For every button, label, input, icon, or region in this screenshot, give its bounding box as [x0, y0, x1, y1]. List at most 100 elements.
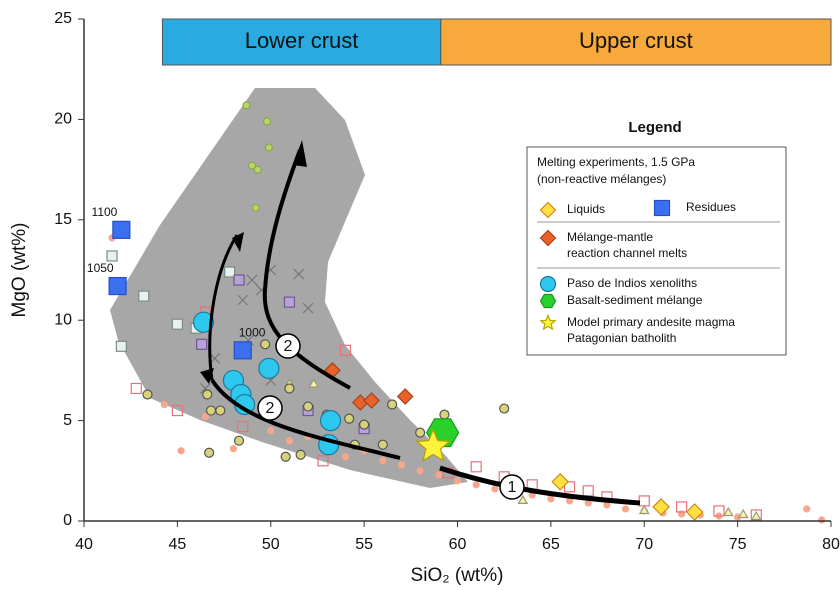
point: [171, 404, 183, 417]
arrow-head: [200, 368, 214, 384]
arrow: [208, 234, 239, 381]
point: [204, 447, 215, 458]
point: [293, 268, 305, 280]
point: [341, 453, 350, 461]
point: [262, 117, 272, 126]
point: [260, 339, 271, 350]
point: [818, 516, 826, 524]
point: [308, 378, 320, 388]
point: [237, 421, 249, 433]
point: [112, 220, 131, 239]
point: [499, 403, 510, 414]
point: [339, 344, 352, 356]
x-axis-label: SiO₂ (wt%): [411, 565, 504, 586]
point: [233, 435, 245, 446]
point: [750, 510, 762, 521]
annotation: 2: [266, 400, 275, 417]
point: [415, 427, 426, 438]
point-label: 1100: [92, 205, 118, 219]
point: [242, 101, 251, 110]
point: [415, 428, 451, 462]
point: [108, 276, 127, 296]
point: [397, 461, 406, 469]
annotation-circle: [257, 395, 283, 421]
point: [491, 485, 499, 493]
legend-label: reaction channel melts: [567, 246, 687, 260]
point: [215, 405, 226, 416]
region-label: Lower crust: [245, 28, 359, 53]
point: [675, 501, 688, 513]
point: [363, 392, 380, 409]
point: [582, 485, 594, 497]
point: [233, 274, 245, 286]
annotation-circle: [275, 333, 301, 359]
point: [435, 471, 443, 479]
point: [722, 506, 734, 517]
point: [379, 457, 387, 465]
legend-label: Mélange-mantle: [567, 230, 653, 244]
arrow: [262, 149, 351, 390]
point: [115, 340, 127, 352]
point-label: 1050: [87, 261, 114, 275]
point: [264, 143, 273, 152]
point: [237, 294, 249, 306]
y-axis-label: MgO (wt%): [9, 223, 30, 318]
point: [201, 412, 209, 421]
point: [387, 399, 398, 410]
point: [713, 505, 725, 517]
point: [517, 494, 529, 504]
arrow: [439, 465, 641, 506]
legend-label: Patagonian batholith: [567, 331, 676, 345]
point: [377, 439, 388, 450]
axes: 40 45 50 55 60 65 70 75 80 0 5 10 15 20 25: [54, 10, 840, 553]
point: [284, 383, 295, 394]
point: [253, 165, 262, 174]
point: [638, 495, 650, 507]
x-tick-label: 60: [449, 536, 467, 553]
annotation: 1: [508, 479, 517, 496]
point: [171, 318, 183, 330]
point: [652, 498, 670, 516]
point: [539, 229, 557, 247]
point: [247, 161, 257, 170]
point: [539, 275, 557, 293]
point: [551, 472, 570, 491]
point: [267, 427, 275, 435]
legend-box: [526, 146, 787, 356]
y-tick-label: 0: [63, 512, 72, 529]
point: [224, 266, 236, 278]
point: [202, 389, 213, 400]
legend-label: Liquids: [567, 202, 605, 216]
point: [416, 467, 424, 475]
region-label: Upper crust: [579, 28, 693, 53]
x-tick-label: 55: [355, 536, 373, 553]
point: [472, 481, 480, 489]
point-label: 1000: [239, 325, 266, 339]
point: [205, 405, 217, 416]
point: [653, 199, 671, 217]
point: [539, 313, 557, 331]
arrow: [210, 378, 401, 460]
point: [285, 437, 294, 445]
trend-arrows: [208, 149, 641, 506]
legend-title: Legend: [628, 119, 681, 136]
point: [246, 274, 258, 286]
legend-label: Model primary andesite magma: [567, 315, 735, 329]
arrow-head: [232, 232, 244, 252]
point: [453, 477, 462, 485]
point: [539, 201, 557, 219]
point: [547, 495, 555, 503]
point: [539, 293, 557, 309]
point: [251, 203, 260, 212]
point: [563, 481, 576, 493]
point: [295, 449, 306, 460]
field: [110, 88, 468, 488]
legend: Liquids Residues Mélange-mantle reaction ch…: [539, 199, 736, 345]
point: [196, 338, 208, 350]
x-tick-label: 80: [822, 536, 840, 553]
point: [396, 388, 414, 405]
x-tick-label: 50: [262, 536, 280, 553]
y-tick-label: 15: [54, 211, 72, 228]
point: [258, 357, 280, 379]
point: [319, 410, 342, 432]
